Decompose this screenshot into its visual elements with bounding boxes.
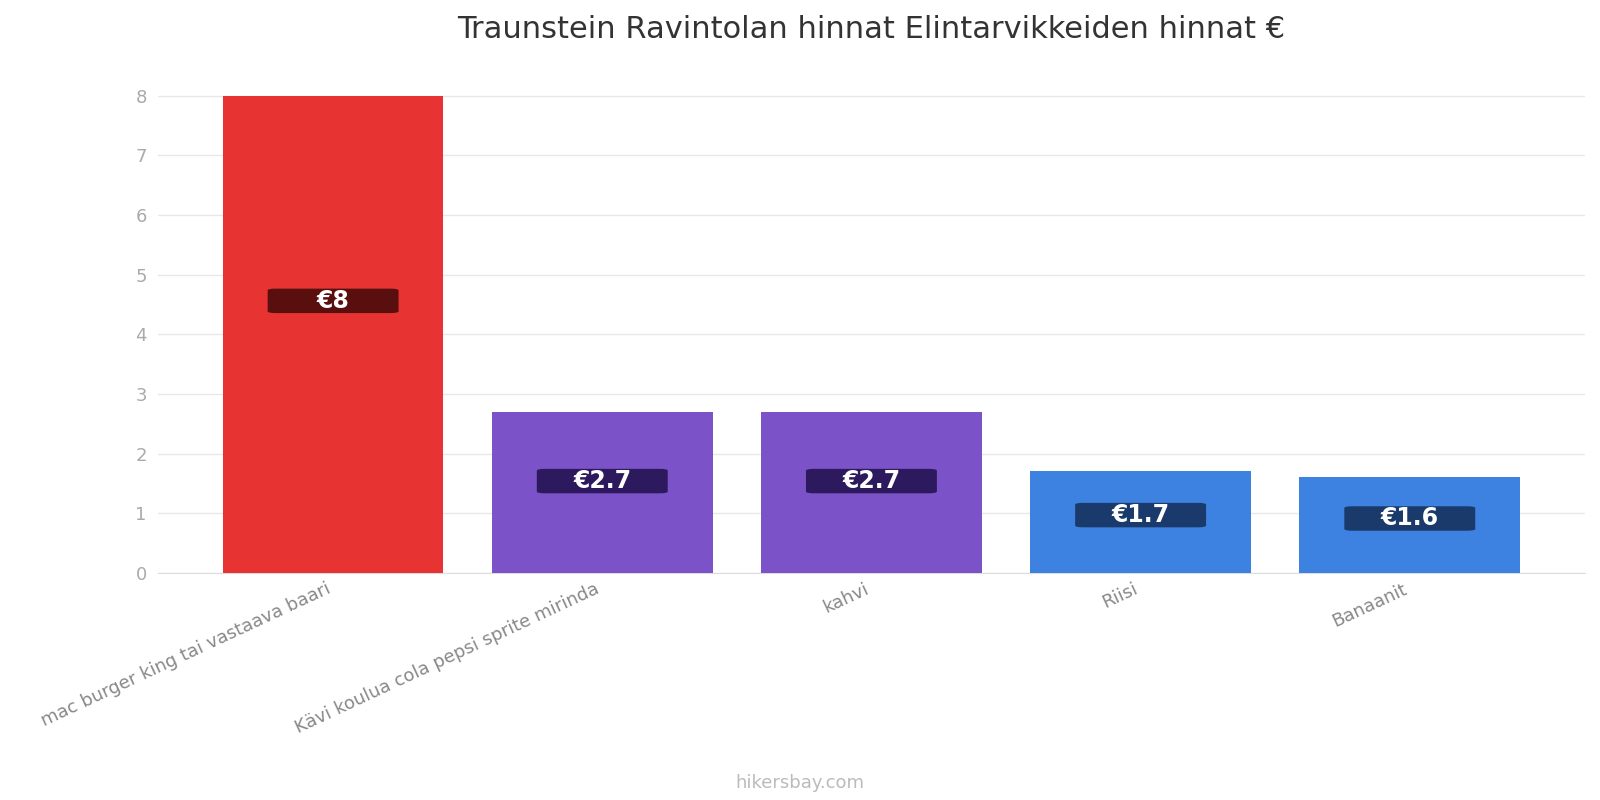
- Text: €8: €8: [317, 289, 349, 313]
- FancyBboxPatch shape: [1075, 503, 1206, 527]
- Text: hikersbay.com: hikersbay.com: [736, 774, 864, 792]
- Bar: [762, 412, 982, 573]
- Bar: [1299, 478, 1520, 573]
- Bar: [1030, 471, 1251, 573]
- Text: €1.7: €1.7: [1112, 503, 1170, 527]
- Title: Traunstein Ravintolan hinnat Elintarvikkeiden hinnat €: Traunstein Ravintolan hinnat Elintarvikk…: [458, 15, 1285, 44]
- Text: €2.7: €2.7: [842, 469, 901, 493]
- FancyBboxPatch shape: [806, 469, 938, 494]
- FancyBboxPatch shape: [1344, 506, 1475, 530]
- Bar: [491, 412, 712, 573]
- FancyBboxPatch shape: [538, 469, 667, 494]
- Text: €2.7: €2.7: [573, 469, 632, 493]
- Text: €1.6: €1.6: [1381, 506, 1438, 530]
- Bar: [222, 96, 443, 573]
- FancyBboxPatch shape: [267, 289, 398, 313]
